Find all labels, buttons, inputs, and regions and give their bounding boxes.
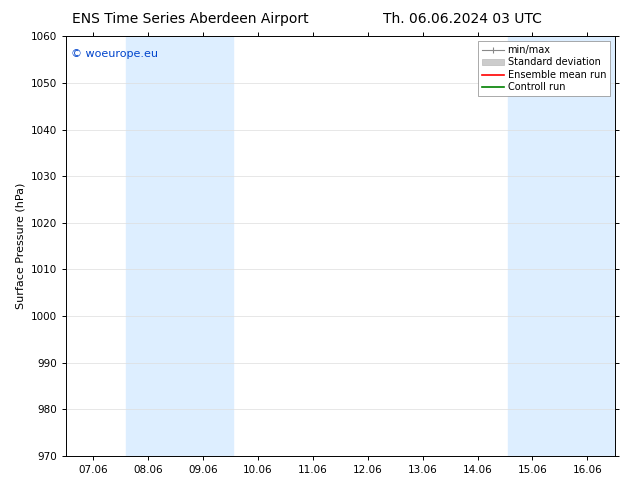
Y-axis label: Surface Pressure (hPa): Surface Pressure (hPa): [15, 183, 25, 309]
Bar: [508, 36, 615, 456]
Text: © woeurope.eu: © woeurope.eu: [71, 49, 158, 59]
Legend: min/max, Standard deviation, Ensemble mean run, Controll run: min/max, Standard deviation, Ensemble me…: [479, 41, 610, 96]
Text: Th. 06.06.2024 03 UTC: Th. 06.06.2024 03 UTC: [384, 12, 542, 26]
Bar: [126, 36, 233, 456]
Text: ENS Time Series Aberdeen Airport: ENS Time Series Aberdeen Airport: [72, 12, 309, 26]
